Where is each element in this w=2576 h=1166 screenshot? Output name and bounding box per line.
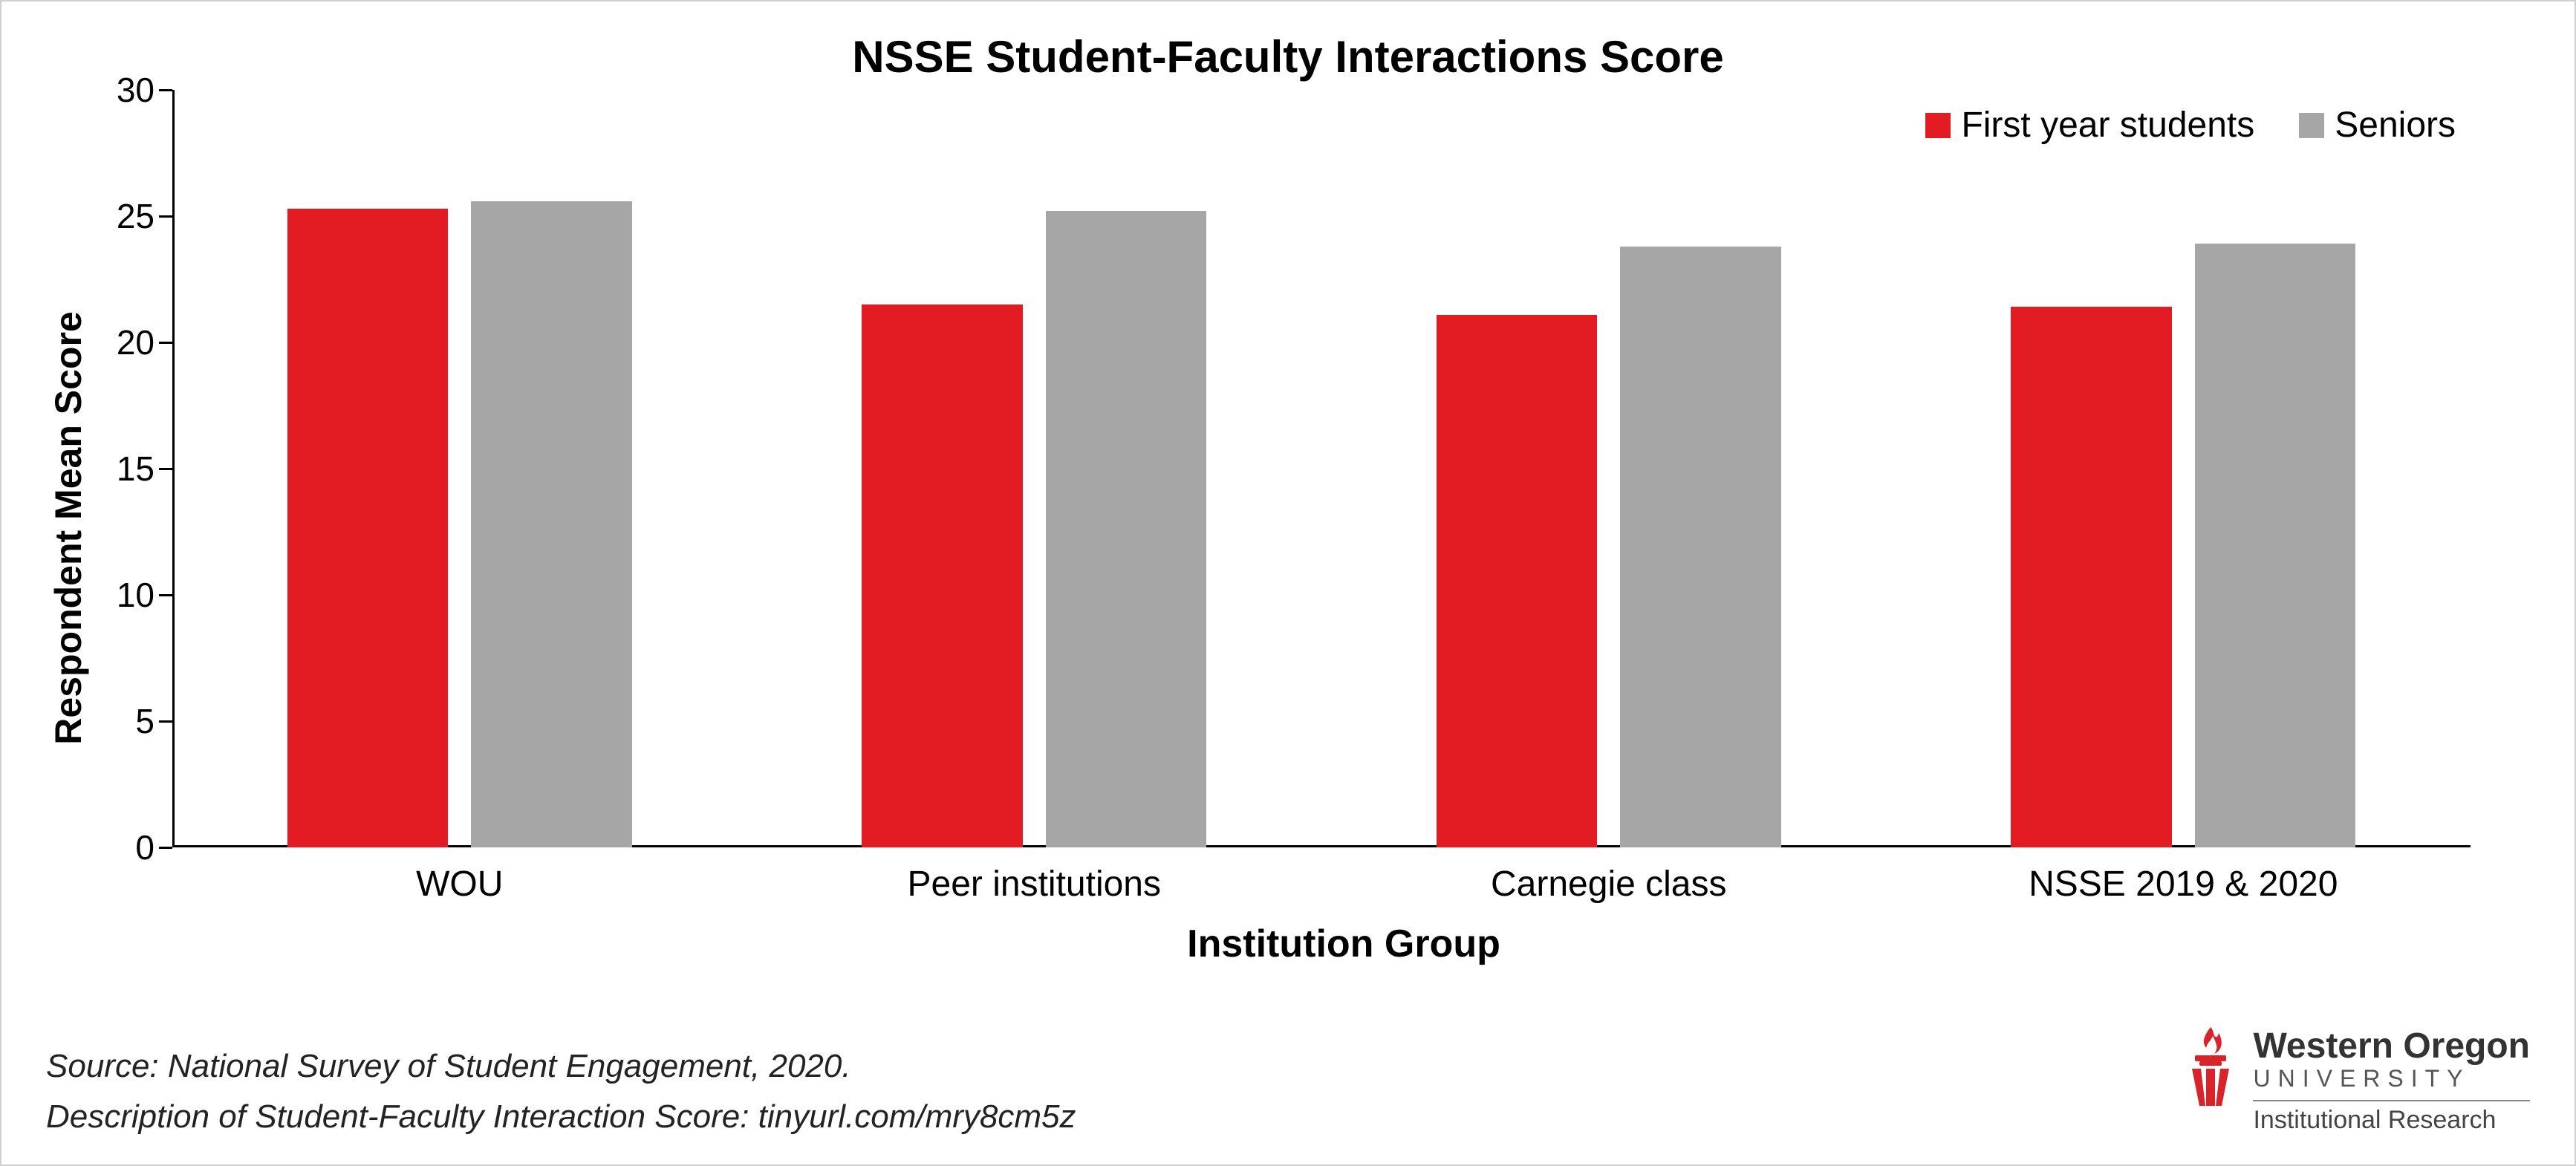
bar bbox=[862, 304, 1023, 847]
y-tick-label: 15 bbox=[117, 449, 155, 489]
bar bbox=[1046, 211, 1207, 847]
y-tick bbox=[159, 720, 172, 723]
y-axis-label: Respondent Mean Score bbox=[47, 311, 90, 744]
y-tick bbox=[159, 847, 172, 849]
logo-university: UNIVERSITY bbox=[2253, 1065, 2530, 1092]
y-tick bbox=[159, 215, 172, 218]
chart-area: Respondent Mean Score First year student… bbox=[76, 90, 2515, 966]
y-tick bbox=[159, 594, 172, 596]
bar bbox=[287, 209, 449, 847]
x-tick-label: WOU bbox=[416, 864, 503, 905]
y-tick-label: 20 bbox=[117, 322, 155, 362]
footnote-source: Source: National Survey of Student Engag… bbox=[46, 1041, 1076, 1092]
plot-area: First year studentsSeniors WOUPeer insti… bbox=[172, 90, 2515, 847]
y-tick bbox=[159, 342, 172, 344]
y-tick-label: 10 bbox=[117, 575, 155, 615]
chart-frame: NSSE Student-Faculty Interactions Score … bbox=[0, 0, 2576, 1166]
bar-group: NSSE 2019 & 2020 bbox=[1896, 90, 2471, 847]
logo-department: Institutional Research bbox=[2253, 1106, 2530, 1135]
torch-icon bbox=[2182, 1026, 2240, 1107]
y-tick-label: 5 bbox=[135, 701, 155, 741]
footnotes: Source: National Survey of Student Engag… bbox=[46, 1041, 1076, 1142]
bar bbox=[471, 201, 632, 847]
chart-title: NSSE Student-Faculty Interactions Score bbox=[31, 31, 2545, 82]
bar-group: Peer institutions bbox=[747, 90, 1322, 847]
bar bbox=[1437, 315, 1598, 847]
logo-divider bbox=[2253, 1100, 2530, 1101]
y-tick-label: 0 bbox=[135, 827, 155, 867]
wou-logo: Western Oregon UNIVERSITY Institutional … bbox=[2182, 1026, 2530, 1135]
bar-group: Carnegie class bbox=[1321, 90, 1896, 847]
x-tick-label: Carnegie class bbox=[1491, 864, 1726, 905]
bar bbox=[2011, 307, 2172, 847]
bar bbox=[1620, 247, 1781, 847]
x-axis-label: Institution Group bbox=[172, 922, 2515, 966]
bar bbox=[2195, 244, 2356, 847]
logo-text: Western Oregon UNIVERSITY Institutional … bbox=[2253, 1026, 2530, 1135]
y-tick bbox=[159, 468, 172, 470]
x-tick-label: NSSE 2019 & 2020 bbox=[2029, 864, 2338, 905]
y-tick bbox=[159, 89, 172, 91]
y-tick-label: 25 bbox=[117, 196, 155, 236]
y-tick-label: 30 bbox=[117, 70, 155, 110]
footnote-description: Description of Student-Faculty Interacti… bbox=[46, 1092, 1076, 1142]
logo-name: Western Oregon bbox=[2253, 1026, 2530, 1066]
bar-group: WOU bbox=[172, 90, 747, 847]
x-tick-label: Peer institutions bbox=[907, 864, 1161, 905]
bars-container: WOUPeer institutionsCarnegie classNSSE 2… bbox=[172, 90, 2471, 847]
